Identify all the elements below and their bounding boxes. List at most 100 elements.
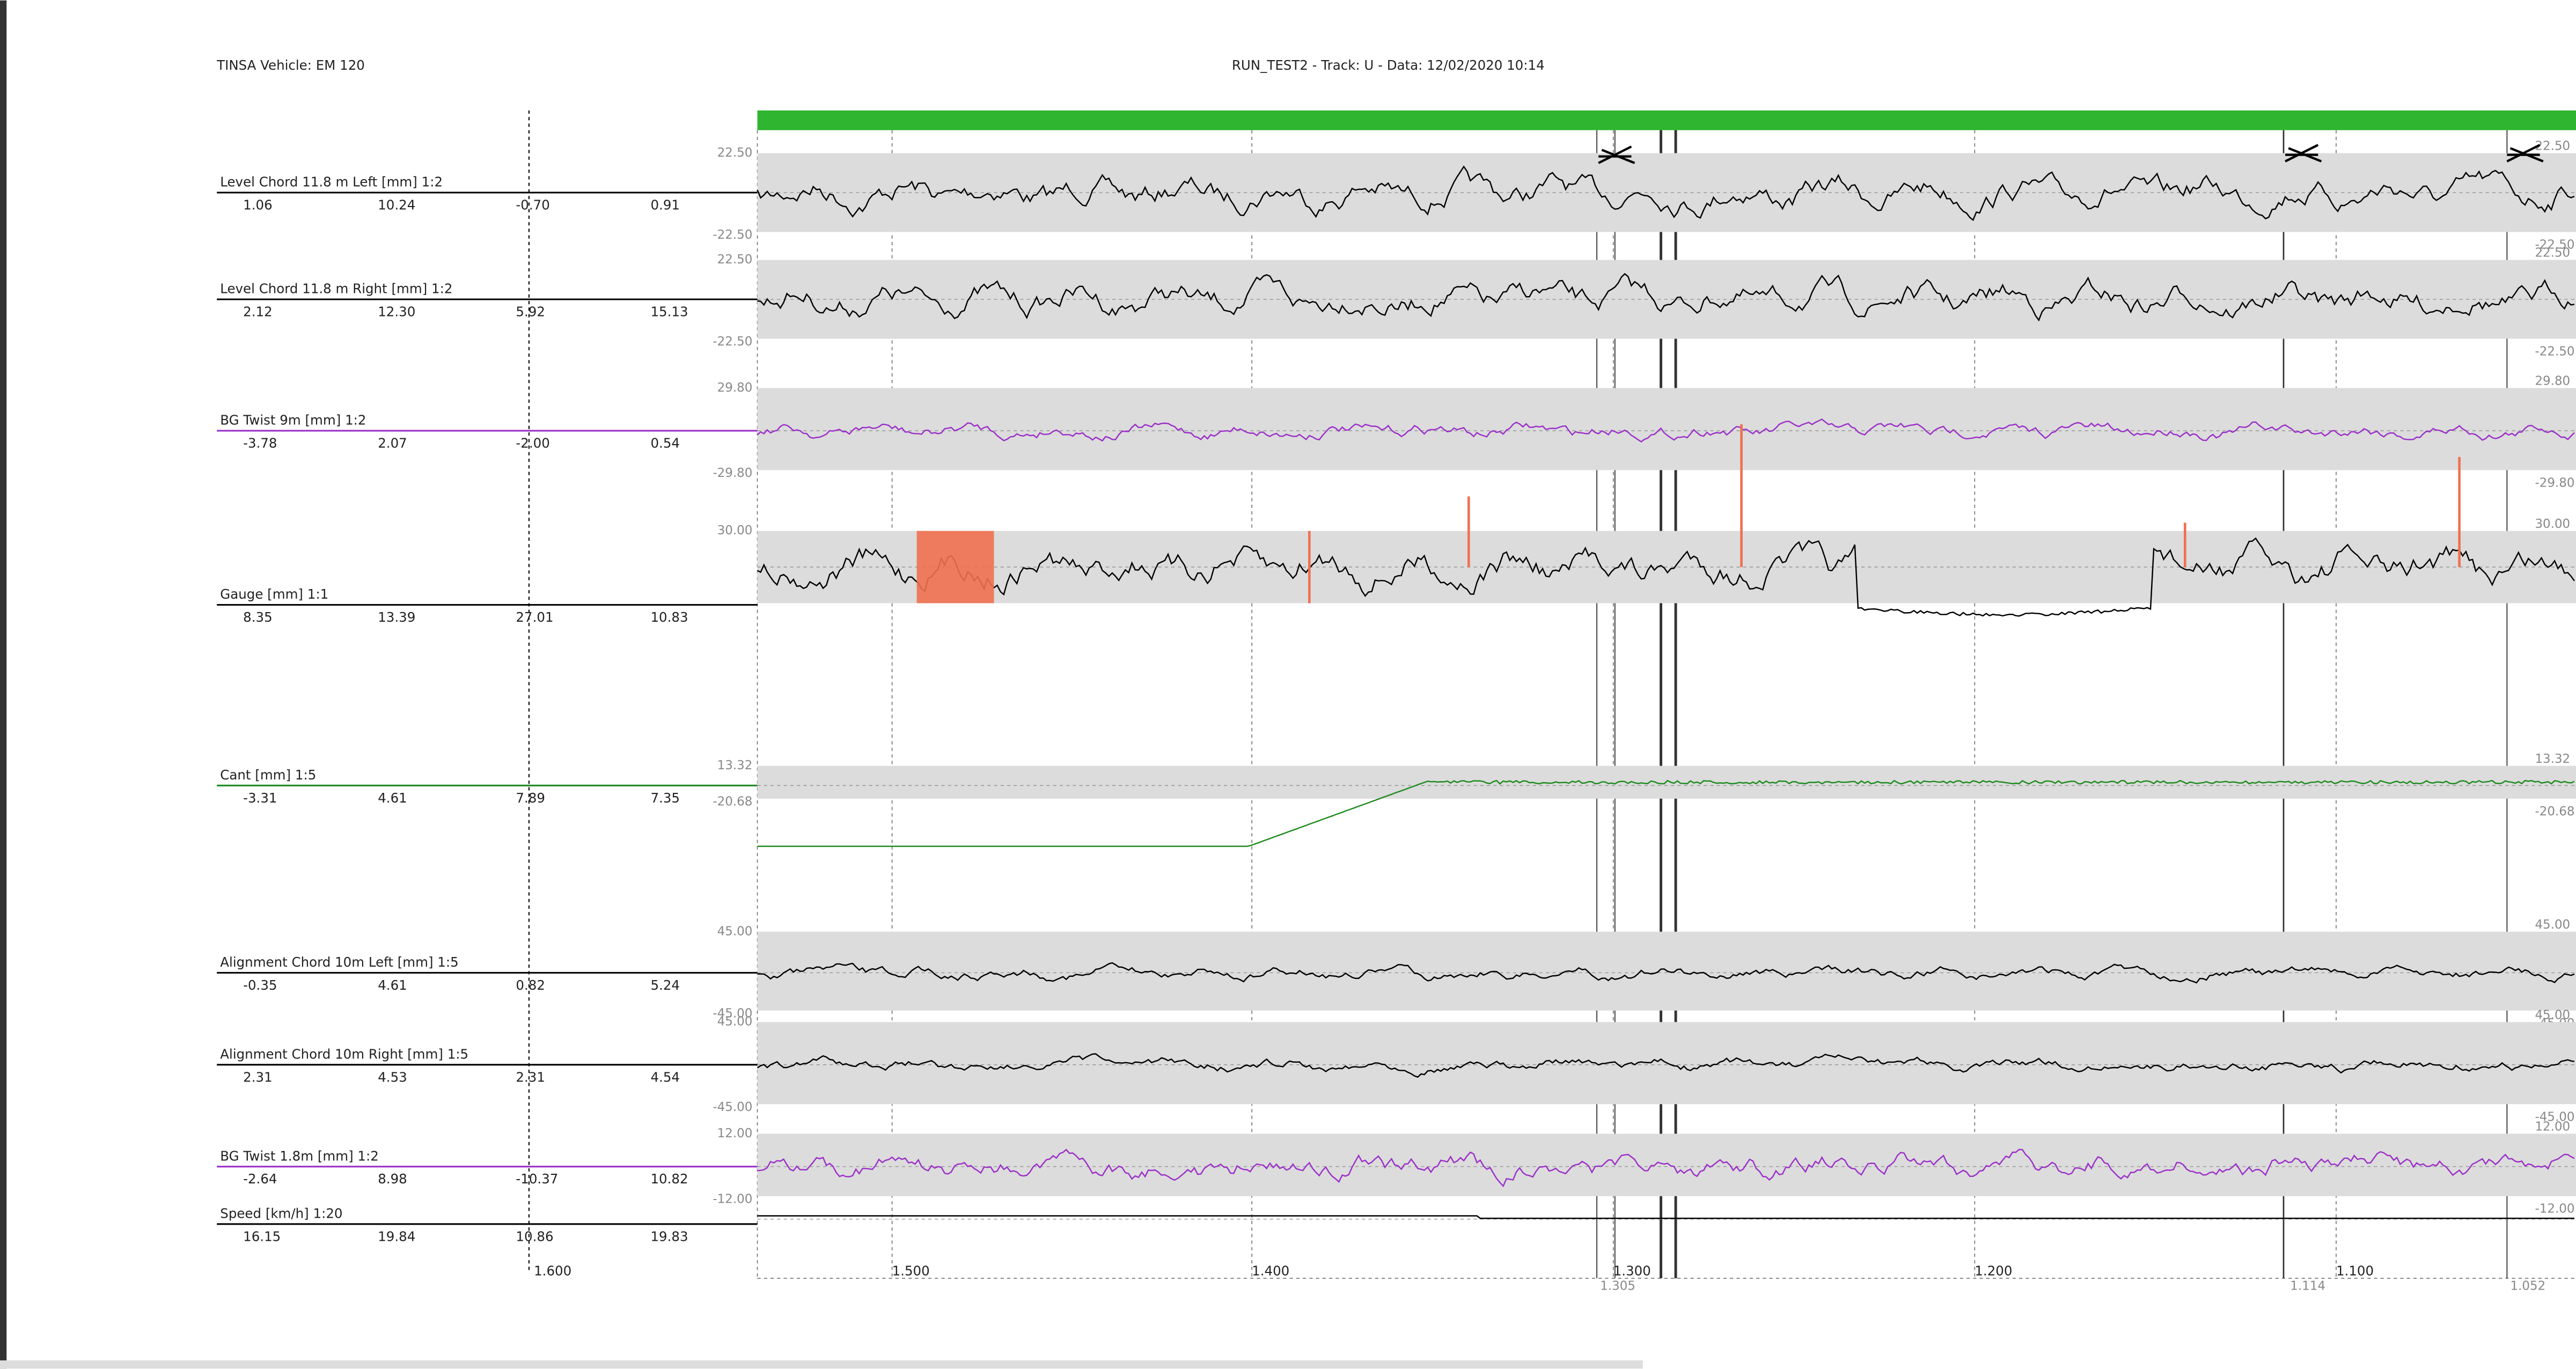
channel-name: Level Chord 11.8 m Left [mm] 1:2 bbox=[220, 174, 443, 190]
channel-stat: 10.83 bbox=[650, 609, 688, 625]
scale-top-right: 22.50 bbox=[2535, 139, 2570, 153]
channel-stat: 2.12 bbox=[243, 304, 273, 319]
channel-stat: 16.15 bbox=[243, 1228, 281, 1244]
channel-name: Level Chord 11.8 m Right [mm] 1:2 bbox=[220, 281, 452, 297]
switch-icon bbox=[1598, 145, 1635, 164]
defect-highlight bbox=[916, 531, 994, 603]
channel-band bbox=[757, 388, 2576, 470]
scale-bottom: -45.00 bbox=[713, 1006, 752, 1020]
scale-top: 22.50 bbox=[717, 253, 753, 267]
channel-trace bbox=[757, 165, 2575, 222]
distance-label: 1.600 bbox=[534, 1263, 571, 1279]
channel-stat: 19.83 bbox=[650, 1228, 688, 1244]
channel-stat: 2.07 bbox=[378, 435, 407, 451]
channel-name: Alignment Chord 10m Right [mm] 1:5 bbox=[220, 1046, 468, 1062]
scale-top-right: 13.32 bbox=[2535, 752, 2570, 766]
scale-bottom: -22.50 bbox=[713, 335, 752, 349]
channel-trace bbox=[757, 1215, 2574, 1219]
channel-stat: 4.61 bbox=[378, 977, 407, 993]
channel-stat: 0.91 bbox=[650, 197, 680, 212]
scale-bottom-right: -22.50 bbox=[2535, 344, 2574, 358]
header-left: TINSA Vehicle: EM 120 bbox=[216, 57, 365, 73]
channel-stat: 0.54 bbox=[650, 435, 680, 451]
channel-stat: -2.00 bbox=[516, 435, 549, 451]
channel-stat: 19.84 bbox=[378, 1228, 415, 1244]
marker-label: 1.305 bbox=[1600, 1279, 1635, 1293]
switch-icon bbox=[2506, 144, 2544, 163]
scale-bottom-right: -22.50 bbox=[2535, 238, 2574, 252]
channel-name: BG Twist 9m [mm] 1:2 bbox=[220, 413, 366, 428]
scale-bottom-right: -20.68 bbox=[2535, 805, 2574, 819]
scale-bottom: -12.00 bbox=[713, 1192, 752, 1206]
channel-stat: -3.78 bbox=[243, 435, 277, 451]
channel-stat: 4.61 bbox=[378, 790, 407, 806]
channel-stat: 13.39 bbox=[378, 609, 415, 625]
channel-stat: -10.37 bbox=[516, 1171, 558, 1187]
scale-top: 45.00 bbox=[717, 924, 753, 938]
scale-bottom: -20.68 bbox=[713, 794, 752, 808]
channel-trace bbox=[757, 418, 2575, 443]
channel-stat: 2.31 bbox=[516, 1069, 545, 1085]
scale-top: 29.80 bbox=[717, 381, 753, 395]
switch-icon bbox=[2285, 144, 2322, 163]
channel-trace bbox=[757, 1053, 2575, 1078]
channel-stat: 8.98 bbox=[378, 1171, 407, 1187]
channel-stat: 8.35 bbox=[243, 609, 273, 625]
channel-stat: 5.92 bbox=[516, 304, 545, 319]
scale-top-right: 45.00 bbox=[2535, 918, 2570, 932]
channel-name: Speed [km/h] 1:20 bbox=[220, 1205, 342, 1221]
channel-stat: 12.30 bbox=[378, 304, 415, 319]
channel-trace bbox=[757, 962, 2575, 984]
marker-label: 1.114 bbox=[2290, 1279, 2325, 1293]
scale-top-right: 12.00 bbox=[2535, 1120, 2570, 1134]
scale-top-right: 45.00 bbox=[2535, 1008, 2570, 1022]
channel-stat: 10.86 bbox=[516, 1228, 553, 1244]
scale-top: 22.50 bbox=[717, 146, 753, 160]
distance-label: 1.100 bbox=[2336, 1263, 2374, 1279]
channel-name: Alignment Chord 10m Left [mm] 1:5 bbox=[220, 954, 458, 970]
channel-trace bbox=[757, 779, 2575, 847]
header-center: RUN_TEST2 - Track: U - Data: 12/02/2020 … bbox=[1232, 57, 1545, 73]
scrollbar[interactable] bbox=[0, 1360, 1643, 1369]
channel-stat: -2.64 bbox=[243, 1171, 277, 1187]
distance-label: 1.500 bbox=[892, 1263, 930, 1279]
channel-trace bbox=[757, 1149, 2575, 1188]
channel-stat: 4.53 bbox=[378, 1069, 407, 1085]
channel-stat: 7.35 bbox=[650, 790, 680, 806]
distance-label: 1.300 bbox=[1613, 1263, 1651, 1279]
channel-stat: 0.82 bbox=[516, 977, 545, 993]
distance-label: 1.200 bbox=[1975, 1263, 2012, 1279]
marker-label: 1.052 bbox=[2511, 1279, 2546, 1293]
channel-stat: 1.06 bbox=[243, 197, 273, 212]
window-edge bbox=[0, 0, 7, 1369]
scale-top-right: 29.80 bbox=[2535, 374, 2570, 388]
channel-stat: 4.54 bbox=[650, 1069, 680, 1085]
channel-trace bbox=[757, 537, 2575, 617]
scale-top: 13.32 bbox=[717, 759, 753, 772]
channel-name: Gauge [mm] 1:1 bbox=[220, 586, 328, 602]
channel-stat: 15.13 bbox=[650, 304, 688, 319]
scale-bottom-right: -29.80 bbox=[2535, 476, 2574, 490]
scale-top-right: 22.50 bbox=[2535, 246, 2570, 260]
channel-stat: 5.24 bbox=[650, 977, 680, 993]
channel-band bbox=[757, 1134, 2576, 1196]
channel-stat: -3.31 bbox=[243, 790, 277, 806]
scale-top: 45.00 bbox=[717, 1015, 753, 1029]
channel-stat: 2.31 bbox=[243, 1069, 273, 1085]
channel-stat: -0.35 bbox=[243, 977, 277, 993]
scale-bottom-right: -12.00 bbox=[2535, 1202, 2574, 1216]
scale-bottom: -45.00 bbox=[713, 1100, 752, 1114]
channel-name: BG Twist 1.8m [mm] 1:2 bbox=[220, 1148, 379, 1164]
channel-trace bbox=[757, 273, 2575, 322]
scale-top: 30.00 bbox=[717, 524, 753, 538]
channel-stat: 10.82 bbox=[650, 1171, 688, 1187]
channel-name: Cant [mm] 1:5 bbox=[220, 767, 316, 783]
scale-top-right: 30.00 bbox=[2535, 517, 2570, 531]
scale-bottom: -29.80 bbox=[713, 466, 752, 480]
status-bar bbox=[757, 110, 2576, 130]
distance-label: 1.400 bbox=[1252, 1263, 1289, 1279]
scale-bottom-right: -45.00 bbox=[2535, 1110, 2574, 1124]
scale-top: 12.00 bbox=[717, 1127, 753, 1140]
channel-stat: -0.70 bbox=[516, 197, 549, 212]
